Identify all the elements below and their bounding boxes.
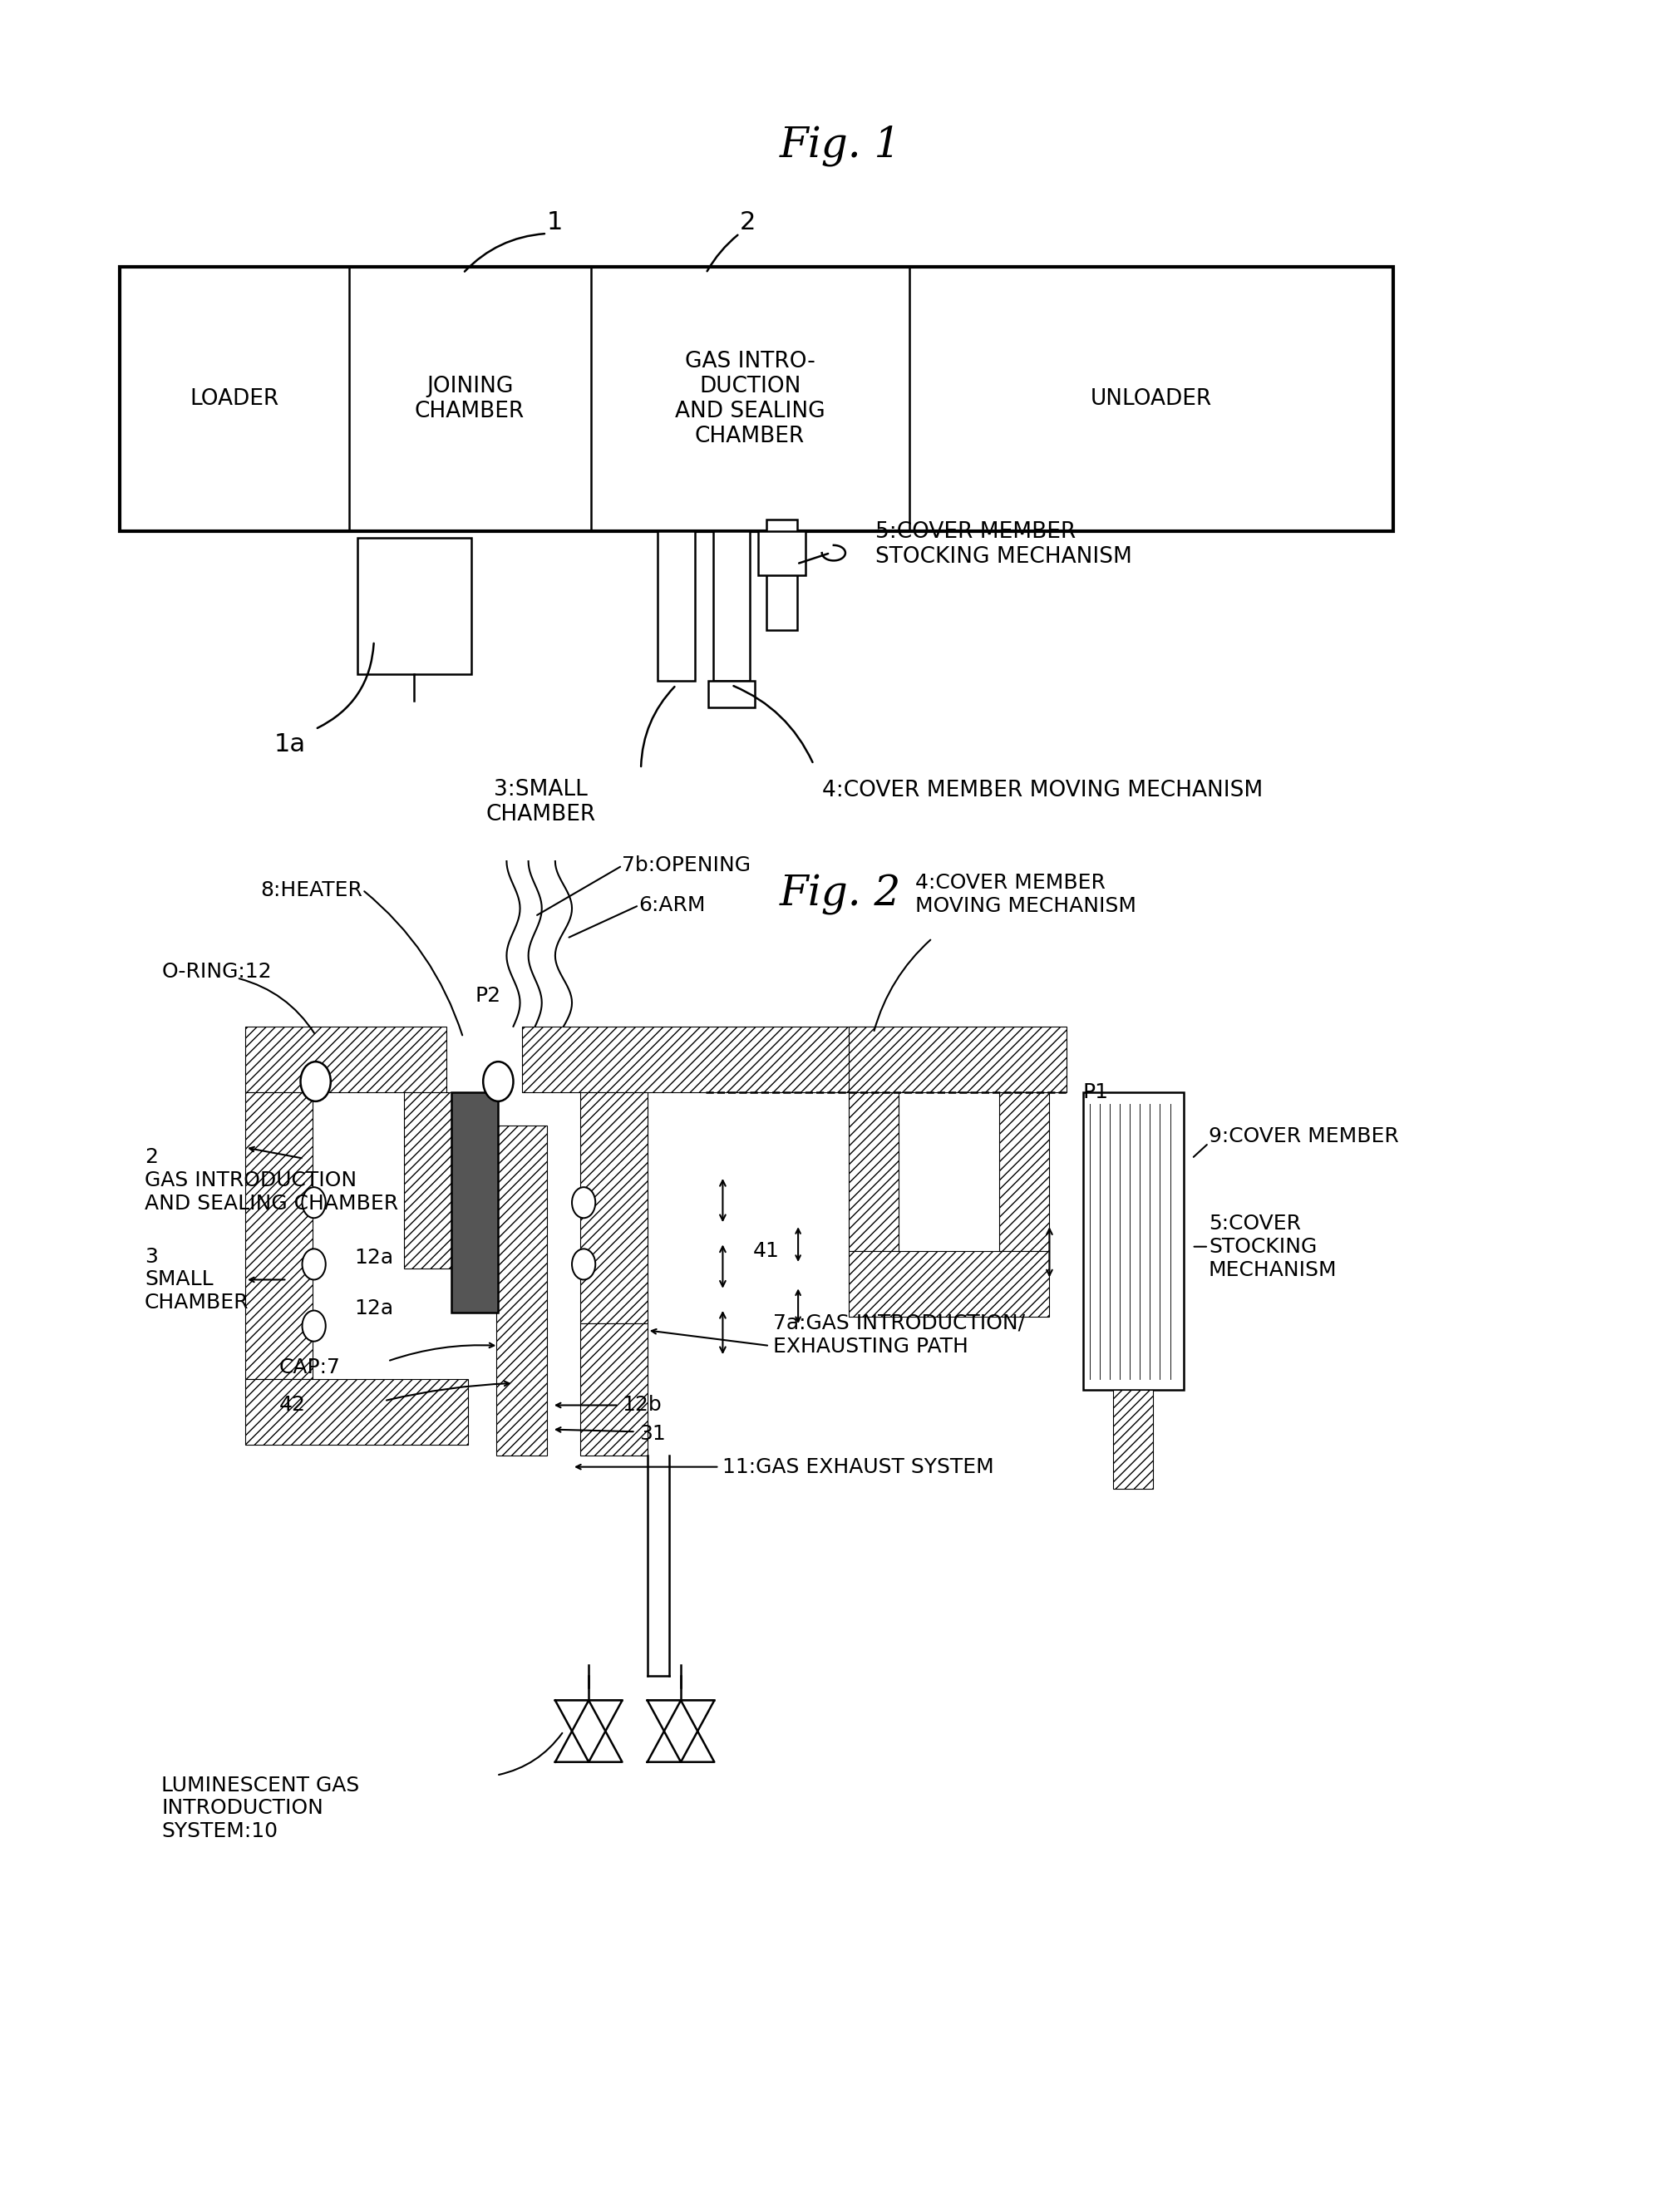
Polygon shape bbox=[554, 1699, 622, 1761]
Circle shape bbox=[484, 1062, 514, 1101]
Text: 6:ARM: 6:ARM bbox=[638, 896, 706, 916]
Text: 5:COVER MEMBER
STOCKING MECHANISM: 5:COVER MEMBER STOCKING MECHANISM bbox=[875, 521, 1132, 567]
Bar bbox=[245, 1092, 312, 1379]
Text: 7b:OPENING: 7b:OPENING bbox=[622, 856, 751, 876]
Text: Fig. 2: Fig. 2 bbox=[780, 874, 900, 916]
Bar bbox=[119, 267, 1393, 532]
Text: 31: 31 bbox=[638, 1424, 665, 1443]
Circle shape bbox=[302, 1311, 326, 1342]
Text: 4:COVER MEMBER
MOVING MECHANISM: 4:COVER MEMBER MOVING MECHANISM bbox=[916, 872, 1136, 916]
Circle shape bbox=[301, 1062, 331, 1101]
Text: UNLOADER: UNLOADER bbox=[1090, 388, 1211, 411]
Text: 7a:GAS INTRODUCTION/
EXHAUSTING PATH: 7a:GAS INTRODUCTION/ EXHAUSTING PATH bbox=[773, 1313, 1025, 1357]
Bar bbox=[657, 532, 694, 680]
Text: Fig. 1: Fig. 1 bbox=[780, 126, 900, 166]
Bar bbox=[245, 1026, 447, 1092]
Text: JOINING
CHAMBER: JOINING CHAMBER bbox=[415, 375, 524, 422]
Text: 12a: 12a bbox=[354, 1247, 393, 1267]
Text: 1: 1 bbox=[548, 210, 563, 234]
Circle shape bbox=[571, 1249, 595, 1280]
Text: 41: 41 bbox=[753, 1240, 780, 1260]
Text: 8:HEATER: 8:HEATER bbox=[260, 881, 363, 900]
Bar bbox=[848, 1026, 1067, 1092]
Bar bbox=[1114, 1390, 1152, 1490]
Circle shape bbox=[302, 1187, 326, 1218]
Bar bbox=[848, 1092, 899, 1251]
Bar bbox=[848, 1251, 1050, 1318]
Text: 1a: 1a bbox=[274, 733, 306, 757]
Text: 12b: 12b bbox=[622, 1395, 662, 1415]
Bar bbox=[1000, 1092, 1050, 1251]
Bar bbox=[452, 1092, 499, 1313]
Bar bbox=[580, 1092, 647, 1324]
Bar bbox=[522, 1026, 882, 1092]
Text: 2: 2 bbox=[739, 210, 756, 234]
Text: 42: 42 bbox=[279, 1395, 306, 1415]
Bar bbox=[580, 1324, 647, 1457]
Text: 2
GAS INTRODUCTION
AND SEALING CHAMBER: 2 GAS INTRODUCTION AND SEALING CHAMBER bbox=[144, 1148, 398, 1214]
Bar bbox=[712, 532, 749, 680]
Text: 11:GAS EXHAUST SYSTEM: 11:GAS EXHAUST SYSTEM bbox=[722, 1457, 995, 1476]
Bar bbox=[758, 532, 805, 576]
Text: 5:COVER
STOCKING
MECHANISM: 5:COVER STOCKING MECHANISM bbox=[1208, 1214, 1337, 1280]
Polygon shape bbox=[647, 1699, 714, 1761]
Text: P2: P2 bbox=[475, 987, 501, 1006]
Text: LUMINESCENT GAS
INTRODUCTION
SYSTEM:10: LUMINESCENT GAS INTRODUCTION SYSTEM:10 bbox=[161, 1774, 360, 1841]
Text: P1: P1 bbox=[1084, 1081, 1109, 1104]
Text: CAP:7: CAP:7 bbox=[279, 1357, 339, 1377]
Text: 3
SMALL
CHAMBER: 3 SMALL CHAMBER bbox=[144, 1247, 249, 1313]
Bar bbox=[497, 1126, 546, 1457]
Circle shape bbox=[302, 1249, 326, 1280]
Bar bbox=[405, 1092, 469, 1269]
Text: 3:SMALL
CHAMBER: 3:SMALL CHAMBER bbox=[486, 779, 595, 825]
Circle shape bbox=[571, 1187, 595, 1218]
Polygon shape bbox=[554, 1699, 622, 1761]
Text: 9:COVER MEMBER: 9:COVER MEMBER bbox=[1208, 1126, 1399, 1145]
Text: LOADER: LOADER bbox=[190, 388, 279, 411]
Bar bbox=[707, 680, 754, 706]
Bar bbox=[358, 539, 470, 673]
Polygon shape bbox=[647, 1699, 714, 1761]
Bar bbox=[245, 1379, 469, 1446]
Bar bbox=[1084, 1092, 1183, 1390]
Text: O-RING:12: O-RING:12 bbox=[161, 962, 272, 982]
Text: 12a: 12a bbox=[354, 1298, 393, 1318]
Bar bbox=[766, 521, 796, 629]
Text: GAS INTRO-
DUCTION
AND SEALING
CHAMBER: GAS INTRO- DUCTION AND SEALING CHAMBER bbox=[675, 351, 825, 448]
Text: 4:COVER MEMBER MOVING MECHANISM: 4:COVER MEMBER MOVING MECHANISM bbox=[822, 779, 1263, 801]
